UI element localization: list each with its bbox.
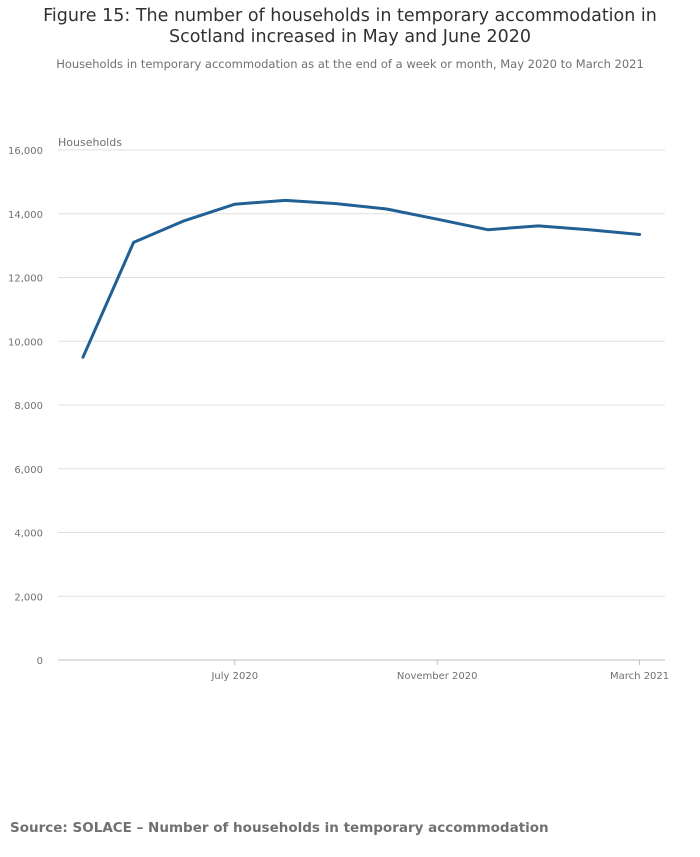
- data-point: [183, 219, 186, 222]
- y-axis-ticks: 0 2,000 4,000 6,000 8,000 10,000 12,000 14,000 1…: [8, 146, 43, 667]
- y-tick-label: 14,000: [8, 210, 43, 221]
- data-point: [587, 228, 591, 231]
- chart-title: Figure 15: The number of households in t…: [0, 6, 700, 48]
- y-tick-label: 8,000: [14, 401, 43, 412]
- series-lines: [81, 198, 642, 359]
- data-point: [334, 202, 338, 205]
- data-point: [638, 233, 641, 236]
- y-tick-label: 0: [37, 656, 43, 667]
- data-point: [385, 207, 388, 211]
- x-tick-label: July 2020: [210, 671, 258, 682]
- chart-title-line-1: Figure 15: The number of households in t…: [43, 6, 657, 26]
- chart-subtitle: Households in temporary accommodation as…: [56, 57, 644, 71]
- y-tick-label: 12,000: [8, 274, 43, 285]
- y-tick-label: 6,000: [14, 465, 43, 476]
- y-tick-label: 4,000: [14, 529, 43, 540]
- data-point: [436, 217, 439, 221]
- y-tick-label: 10,000: [8, 337, 43, 348]
- y-tick-label: 2,000: [14, 592, 43, 603]
- data-point: [537, 224, 540, 228]
- data-point: [486, 228, 489, 231]
- series-line: [81, 198, 642, 359]
- y-axis-label: Households: [58, 136, 122, 149]
- source-note: Source: SOLACE – Number of households in…: [10, 820, 549, 836]
- x-tick-label: November 2020: [397, 671, 478, 682]
- data-point: [233, 202, 236, 206]
- x-tick-label: March 2021: [610, 671, 669, 682]
- y-tick-label: 16,000: [8, 146, 43, 157]
- chart-title-line-2: Scotland increased in May and June 2020: [168, 27, 532, 47]
- data-point: [132, 241, 135, 244]
- data-point: [284, 199, 287, 202]
- x-axis: July 2020 November 2020 March 2021: [58, 659, 669, 682]
- data-point: [81, 355, 85, 359]
- grid-lines: [58, 149, 665, 597]
